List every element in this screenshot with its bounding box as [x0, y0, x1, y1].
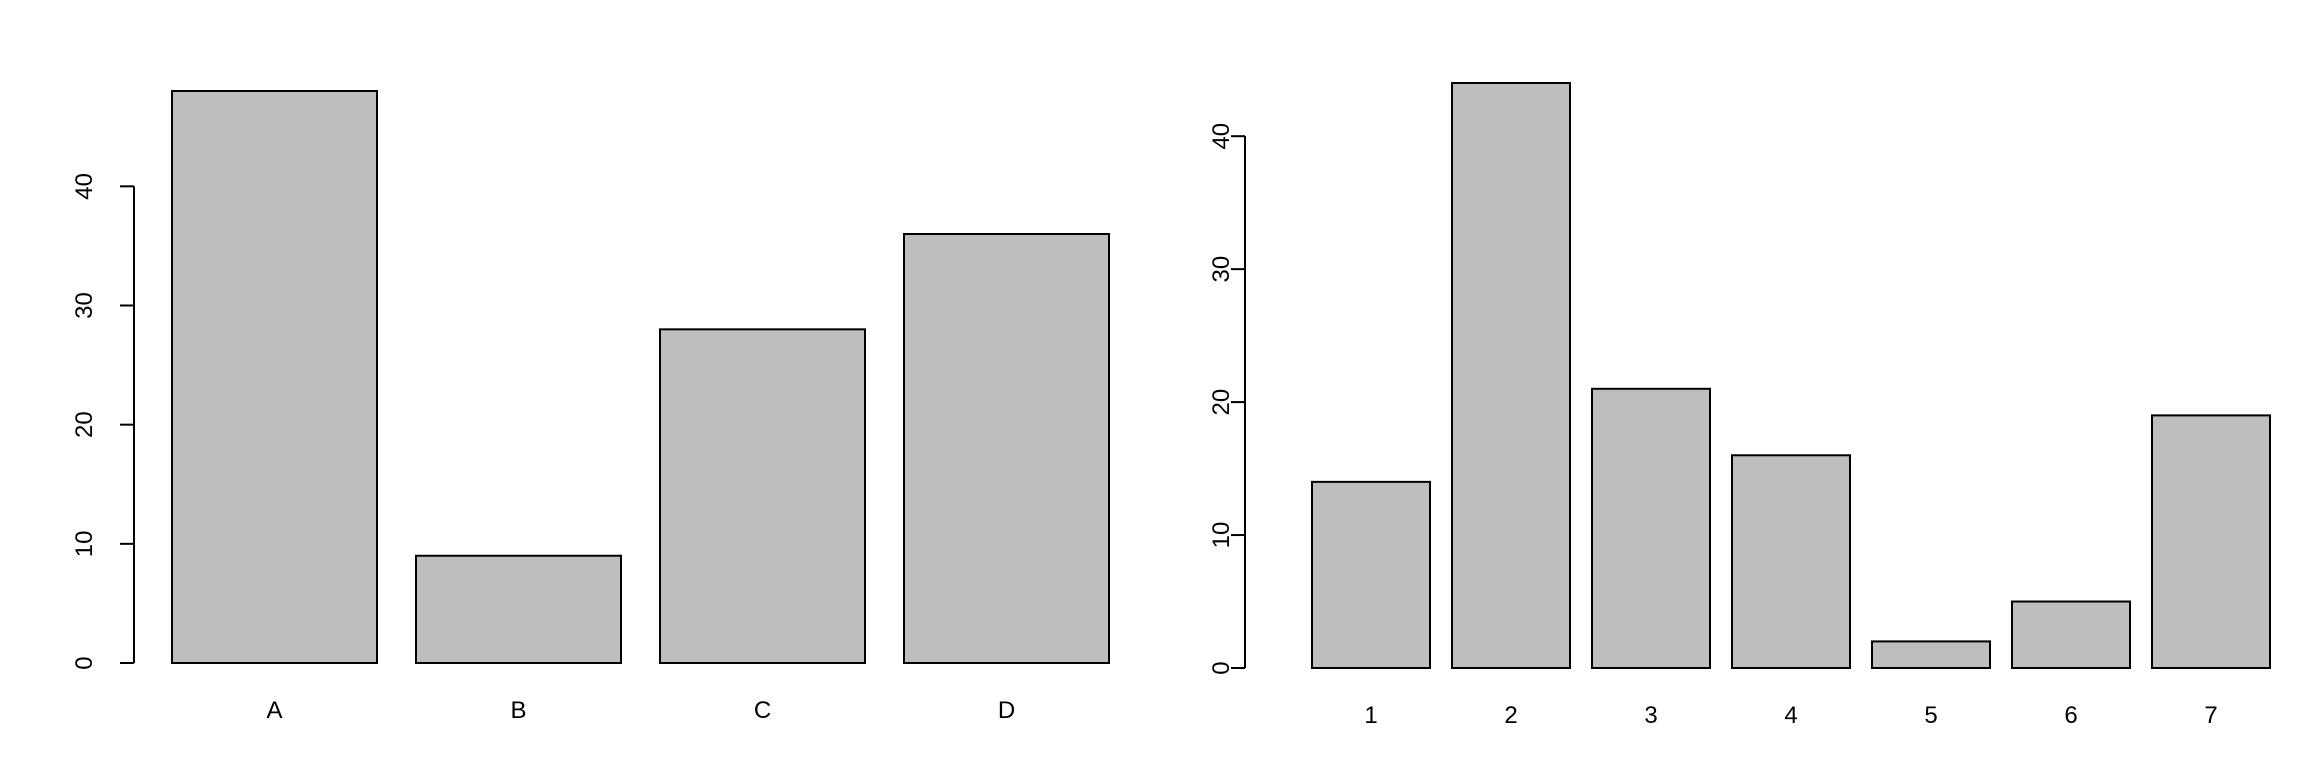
bar-1 [1311, 480, 1431, 670]
right-bar-chart: 1 2 3 4 5 6 7 0 10 20 30 40 [1208, 82, 2271, 729]
bar-2 [1451, 82, 1571, 669]
left-bar-chart: A B C D 0 10 20 30 40 [71, 90, 1110, 724]
bar-7 [2151, 414, 2271, 669]
y-tick-label: 30 [71, 292, 98, 319]
y-tick-label: 30 [1208, 256, 1235, 283]
x-tick-label: 4 [1784, 702, 1797, 729]
bar-4 [1731, 454, 1851, 670]
bar-A [171, 90, 378, 664]
y-tick-label: 10 [71, 530, 98, 557]
x-tick-label: B [510, 697, 526, 724]
bar-D [903, 233, 1110, 664]
y-tick-label: 20 [1208, 389, 1235, 416]
x-tick-label: A [266, 697, 282, 724]
x-tick-label: 6 [2064, 702, 2077, 729]
bar-B [415, 554, 622, 664]
bar-3 [1591, 387, 1711, 669]
y-tick-label: 0 [71, 656, 98, 669]
y-tick-label: 40 [1208, 123, 1235, 150]
y-tick-label: 40 [71, 173, 98, 200]
bar-C [659, 328, 866, 664]
bar-6 [2011, 600, 2131, 669]
x-tick-label: 1 [1364, 702, 1377, 729]
x-tick-label: 3 [1644, 702, 1657, 729]
x-tick-label: D [998, 697, 1015, 724]
x-tick-label: 7 [2204, 702, 2217, 729]
y-tick-label: 20 [71, 411, 98, 438]
y-tick-label: 0 [1208, 661, 1235, 674]
y-tick-label: 10 [1208, 522, 1235, 549]
x-tick-label: 2 [1504, 702, 1517, 729]
bar-5 [1871, 640, 1991, 670]
x-tick-label: 5 [1924, 702, 1937, 729]
x-tick-label: C [754, 697, 771, 724]
